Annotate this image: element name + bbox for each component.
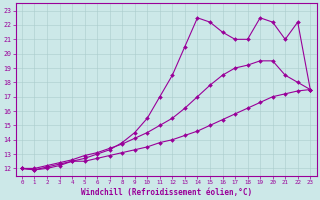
X-axis label: Windchill (Refroidissement éolien,°C): Windchill (Refroidissement éolien,°C) [81,188,252,197]
